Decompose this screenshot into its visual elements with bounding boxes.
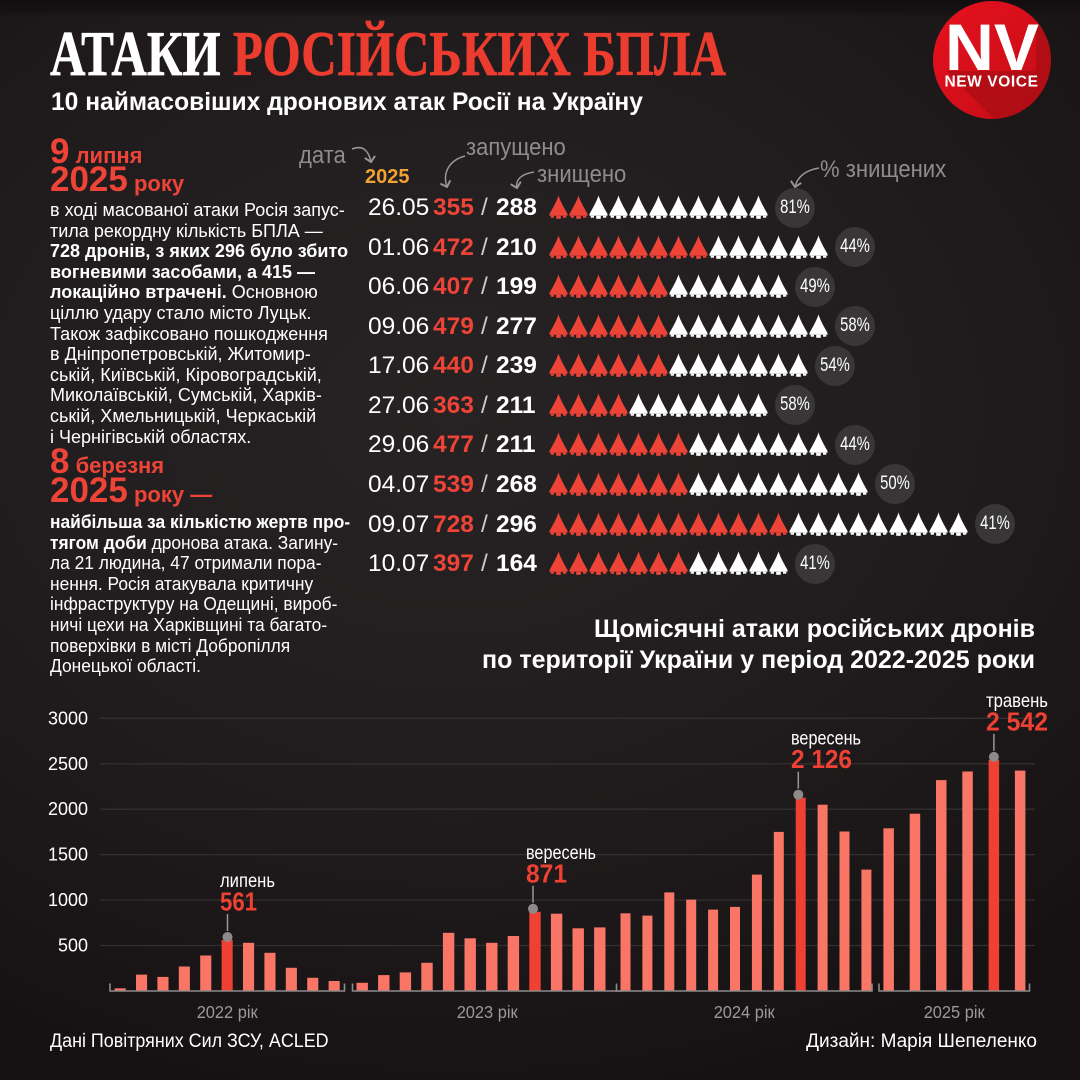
svg-text:2000: 2000	[48, 799, 88, 819]
svg-text:липень: липень	[220, 870, 275, 892]
svg-text:3000: 3000	[48, 708, 88, 728]
svg-text:2022 рік: 2022 рік	[197, 1002, 258, 1022]
svg-text:1500: 1500	[48, 845, 88, 865]
svg-text:травень: травень	[986, 690, 1048, 712]
svg-text:NEW VOICE: NEW VOICE	[944, 74, 1038, 91]
svg-text:2023 рік: 2023 рік	[457, 1002, 518, 1022]
svg-text:2025 рік: 2025 рік	[924, 1002, 985, 1022]
svg-text:561: 561	[220, 887, 257, 917]
svg-text:2 542: 2 542	[986, 706, 1048, 736]
svg-text:вересень: вересень	[526, 842, 596, 864]
svg-text:500: 500	[58, 936, 88, 956]
svg-text:вересень: вересень	[791, 728, 861, 750]
svg-text:1000: 1000	[48, 890, 88, 910]
svg-text:NV: NV	[945, 10, 1039, 84]
svg-text:2 126: 2 126	[791, 744, 852, 774]
svg-text:871: 871	[526, 858, 567, 888]
svg-text:2500: 2500	[48, 754, 88, 774]
svg-text:2024 рік: 2024 рік	[714, 1002, 775, 1022]
